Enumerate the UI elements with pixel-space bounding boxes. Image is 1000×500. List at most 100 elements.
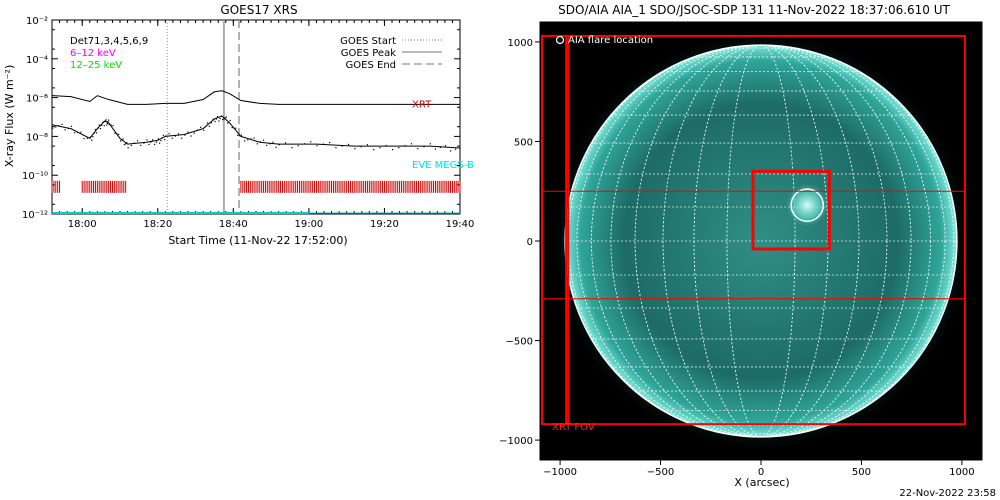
x-tick-label: 19:00 bbox=[294, 219, 323, 230]
series-point bbox=[118, 133, 120, 136]
series-point bbox=[184, 134, 186, 136]
series-point bbox=[266, 144, 268, 147]
series-point bbox=[439, 146, 442, 148]
series-point bbox=[215, 118, 217, 120]
series-point bbox=[297, 145, 299, 147]
series-label: EVE MEGS-B bbox=[412, 160, 474, 171]
series-point bbox=[373, 149, 375, 151]
series-point bbox=[108, 119, 110, 121]
grid-longitude bbox=[576, 44, 946, 438]
series-point bbox=[354, 148, 356, 150]
series-point bbox=[398, 147, 400, 149]
series-point bbox=[360, 146, 362, 148]
series-point bbox=[155, 141, 158, 143]
series-point bbox=[247, 139, 249, 141]
x-axis-label: X (arcsec) bbox=[734, 476, 789, 489]
series-point bbox=[335, 147, 337, 149]
series-point bbox=[108, 123, 110, 125]
series-point bbox=[83, 138, 85, 140]
y-tick-label: 10⁻⁶ bbox=[26, 94, 48, 105]
series-point bbox=[212, 118, 214, 120]
series-point bbox=[239, 135, 241, 137]
grid-longitude bbox=[634, 44, 888, 438]
series-point bbox=[55, 126, 57, 128]
series-point bbox=[275, 146, 277, 148]
legend-left-item: 12–25 keV bbox=[70, 60, 122, 71]
series-point bbox=[77, 131, 79, 134]
series-point bbox=[120, 140, 122, 142]
series-point bbox=[235, 127, 237, 129]
series-point bbox=[133, 142, 136, 144]
series-point bbox=[114, 132, 116, 134]
y-tick-label: 10⁻¹⁰ bbox=[22, 171, 48, 182]
series-point bbox=[125, 143, 127, 145]
series-point bbox=[164, 138, 166, 141]
series-point bbox=[98, 124, 100, 126]
series-point bbox=[231, 127, 233, 129]
legend-right-item: GOES Peak bbox=[341, 48, 396, 59]
series-point bbox=[229, 119, 231, 122]
y-tick-label: −1000 bbox=[499, 436, 533, 447]
series-point bbox=[143, 142, 145, 144]
x-tick-label: −500 bbox=[647, 467, 674, 478]
series-point bbox=[322, 143, 324, 145]
y-tick-label: 500 bbox=[514, 137, 533, 148]
series-point bbox=[102, 121, 104, 123]
x-tick-label: 19:40 bbox=[446, 219, 475, 230]
series-point bbox=[67, 127, 69, 130]
y-tick-label: 10⁻⁴ bbox=[26, 55, 48, 66]
series-point bbox=[203, 129, 205, 131]
series-point bbox=[454, 148, 457, 150]
series-point bbox=[218, 120, 220, 122]
series-point bbox=[256, 143, 258, 145]
series-point bbox=[434, 148, 437, 150]
series-point bbox=[146, 139, 148, 141]
series-point bbox=[177, 133, 180, 135]
series-point bbox=[366, 144, 369, 146]
series-point bbox=[429, 143, 431, 145]
aia-image-panel: SDO/AIA AIA_1 SDO/JSOC-SDP 131 11-Nov-20… bbox=[499, 3, 983, 489]
legend-right-item: GOES End bbox=[346, 60, 396, 71]
series-point bbox=[122, 138, 124, 140]
series-point bbox=[106, 124, 108, 126]
series-point bbox=[174, 135, 176, 137]
series-point bbox=[116, 133, 118, 135]
series-point bbox=[161, 137, 163, 139]
series-point bbox=[237, 134, 239, 136]
x-tick-label: 1000 bbox=[949, 467, 974, 478]
xrt-fov-frame bbox=[541, 34, 966, 426]
series-point bbox=[278, 144, 280, 146]
series-point bbox=[214, 120, 216, 123]
series-point bbox=[196, 129, 199, 131]
series-point bbox=[162, 134, 165, 136]
series-label: XRT bbox=[412, 99, 432, 110]
series-point bbox=[96, 132, 98, 134]
series-point bbox=[64, 129, 66, 131]
series-point bbox=[112, 125, 114, 127]
series-point bbox=[104, 120, 107, 123]
series-point bbox=[208, 125, 210, 127]
series-point bbox=[240, 134, 243, 136]
series-point bbox=[157, 138, 159, 140]
series-point bbox=[154, 143, 156, 146]
series-point bbox=[404, 145, 406, 147]
series-point bbox=[310, 141, 312, 143]
x-tick-label: 18:40 bbox=[219, 219, 248, 230]
x-tick-label: 500 bbox=[852, 467, 871, 478]
series-point bbox=[410, 143, 413, 145]
x-tick-label: 18:20 bbox=[143, 219, 172, 230]
series-point bbox=[148, 143, 150, 146]
series-point bbox=[379, 147, 381, 149]
series-point bbox=[101, 124, 103, 126]
series-point bbox=[190, 135, 192, 137]
series-point bbox=[152, 139, 154, 141]
y-tick-label: −500 bbox=[506, 337, 533, 348]
limb-circle bbox=[564, 44, 958, 438]
image-title: SDO/AIA AIA_1 SDO/JSOC-SDP 131 11-Nov-20… bbox=[558, 3, 950, 17]
series-point bbox=[171, 137, 173, 139]
series-point bbox=[233, 127, 235, 129]
series-point bbox=[187, 131, 189, 133]
solar-disk bbox=[565, 45, 957, 437]
x-tick-label: 18:00 bbox=[68, 219, 97, 230]
